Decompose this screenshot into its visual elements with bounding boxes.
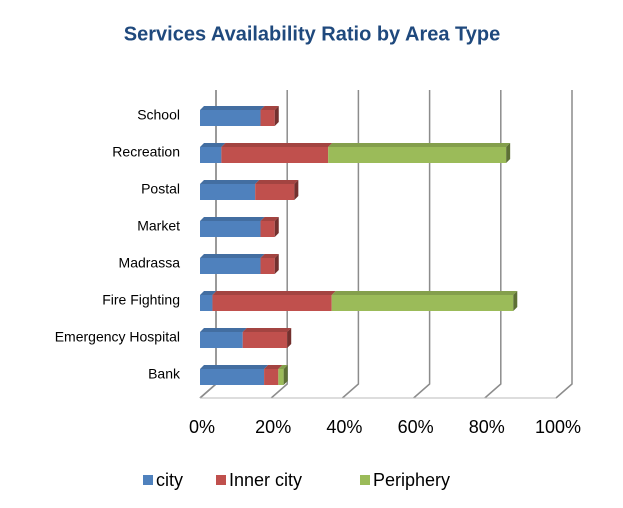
bar bbox=[200, 110, 261, 126]
bar bbox=[331, 295, 514, 311]
legend-label: Periphery bbox=[373, 470, 450, 490]
bar bbox=[200, 221, 261, 237]
bar bbox=[260, 110, 275, 126]
bar bbox=[255, 184, 295, 200]
bar-top bbox=[200, 365, 269, 369]
y-tick-label: Postal bbox=[141, 181, 180, 197]
bar-top bbox=[212, 291, 336, 295]
bar-top bbox=[200, 180, 260, 184]
axis-wall bbox=[199, 90, 217, 399]
y-tick-label: Market bbox=[137, 218, 180, 234]
bar bbox=[212, 295, 332, 311]
bar-top bbox=[200, 143, 226, 147]
bar bbox=[200, 369, 265, 385]
bar bbox=[260, 258, 275, 274]
bar-side bbox=[274, 106, 279, 126]
legend-swatch bbox=[143, 475, 153, 485]
x-tick-label: 40% bbox=[326, 417, 362, 437]
bar bbox=[242, 332, 288, 348]
bar-side bbox=[274, 217, 279, 237]
y-tick-label: Bank bbox=[148, 366, 181, 382]
bar-top bbox=[260, 106, 279, 110]
grid-line bbox=[484, 90, 502, 399]
grid-line bbox=[341, 90, 360, 399]
bar bbox=[328, 147, 507, 163]
bar bbox=[278, 369, 284, 385]
chart-title: Services Availability Ratio by Area Type bbox=[124, 23, 500, 45]
grid-line bbox=[555, 90, 573, 399]
bar-top bbox=[200, 254, 265, 258]
bar-top bbox=[260, 217, 279, 221]
y-tick-label: School bbox=[137, 107, 180, 123]
grid-line bbox=[413, 90, 431, 399]
bar bbox=[260, 221, 275, 237]
bar-side bbox=[513, 291, 518, 311]
bar bbox=[221, 147, 329, 163]
bar bbox=[200, 295, 213, 311]
legend-label: Inner city bbox=[229, 470, 302, 490]
bar-top bbox=[200, 106, 265, 110]
grid-line bbox=[199, 90, 217, 399]
x-tick-label: 0% bbox=[189, 417, 215, 437]
x-tick-label: 100% bbox=[535, 417, 581, 437]
y-tick-label: Recreation bbox=[112, 144, 180, 160]
bar bbox=[200, 147, 222, 163]
bar bbox=[200, 332, 243, 348]
bar-top bbox=[331, 291, 518, 295]
bar-top bbox=[255, 180, 299, 184]
bar-side bbox=[283, 365, 288, 385]
x-tick-label: 20% bbox=[255, 417, 291, 437]
legend-swatch bbox=[360, 475, 370, 485]
bar-top bbox=[328, 143, 511, 147]
y-tick-label: Fire Fighting bbox=[102, 292, 180, 308]
bar bbox=[200, 184, 256, 200]
bar-side bbox=[294, 180, 299, 200]
legend-swatch bbox=[216, 475, 226, 485]
x-tick-label: 60% bbox=[398, 417, 434, 437]
bar bbox=[264, 369, 279, 385]
bar-side bbox=[506, 143, 511, 163]
bar-top bbox=[278, 365, 288, 369]
bar-top bbox=[200, 328, 247, 332]
y-tick-label: Madrassa bbox=[119, 255, 181, 271]
bar-top bbox=[260, 254, 279, 258]
bar-top bbox=[264, 365, 283, 369]
grid-line bbox=[270, 90, 288, 399]
x-tick-label: 80% bbox=[469, 417, 505, 437]
bar-top bbox=[221, 143, 333, 147]
y-tick-label: Emergency Hospital bbox=[55, 329, 180, 345]
bar-top bbox=[200, 217, 265, 221]
bar-top bbox=[200, 291, 217, 295]
bar-top bbox=[242, 328, 292, 332]
bar-side bbox=[287, 328, 292, 348]
legend-label: city bbox=[156, 470, 183, 490]
bar bbox=[200, 258, 261, 274]
bar-side bbox=[274, 254, 279, 274]
